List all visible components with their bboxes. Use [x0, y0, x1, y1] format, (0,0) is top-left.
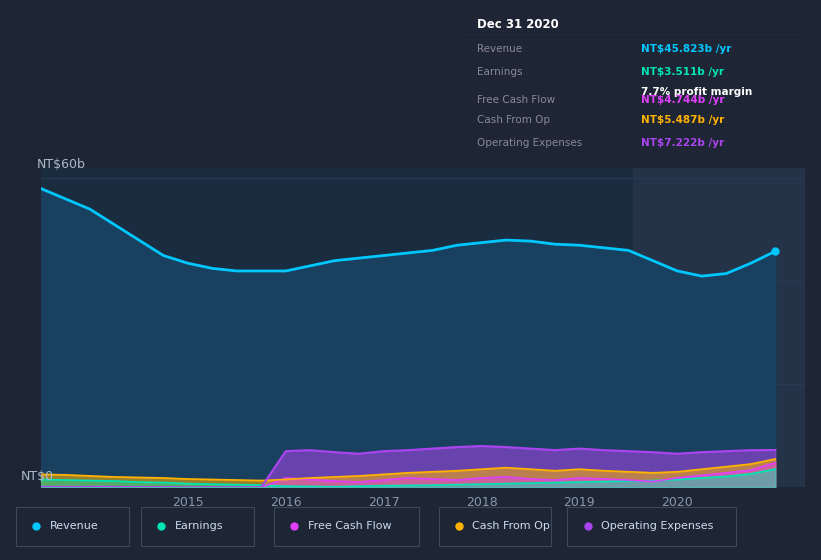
Text: Earnings: Earnings [478, 67, 523, 77]
Text: Revenue: Revenue [478, 44, 523, 54]
FancyBboxPatch shape [567, 507, 736, 546]
Text: NT$45.823b /yr: NT$45.823b /yr [641, 44, 732, 54]
Text: NT$3.511b /yr: NT$3.511b /yr [641, 67, 724, 77]
Text: NT$5.487b /yr: NT$5.487b /yr [641, 115, 724, 125]
Text: 7.7% profit margin: 7.7% profit margin [641, 87, 752, 97]
Text: Revenue: Revenue [50, 521, 99, 531]
Text: Cash From Op: Cash From Op [478, 115, 551, 125]
Text: NT$60b: NT$60b [37, 158, 86, 171]
Text: Earnings: Earnings [175, 521, 223, 531]
Text: Free Cash Flow: Free Cash Flow [478, 95, 556, 105]
Text: Free Cash Flow: Free Cash Flow [308, 521, 391, 531]
Bar [633, 168, 805, 487]
Text: NT$0: NT$0 [21, 470, 53, 483]
FancyBboxPatch shape [141, 507, 254, 546]
FancyBboxPatch shape [273, 507, 419, 546]
Text: Operating Expenses: Operating Expenses [478, 138, 583, 148]
FancyBboxPatch shape [438, 507, 552, 546]
FancyBboxPatch shape [16, 507, 129, 546]
Text: Dec 31 2020: Dec 31 2020 [478, 18, 559, 31]
Text: NT$4.744b /yr: NT$4.744b /yr [641, 95, 725, 105]
Text: Operating Expenses: Operating Expenses [601, 521, 713, 531]
Text: NT$7.222b /yr: NT$7.222b /yr [641, 138, 724, 148]
Text: Cash From Op: Cash From Op [472, 521, 550, 531]
